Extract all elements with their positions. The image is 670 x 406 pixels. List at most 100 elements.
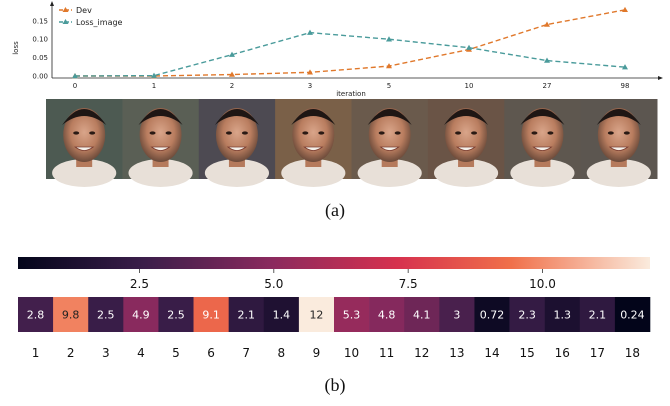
data-point bbox=[386, 36, 392, 42]
data-point bbox=[229, 71, 235, 77]
heatmap-cell-fill bbox=[509, 297, 545, 332]
heatmap-cell-label: 2.1 bbox=[589, 309, 607, 322]
x-axis: 0 1 2 3 5 10 27 98 bbox=[52, 76, 663, 90]
x-axis-label: iteration bbox=[336, 90, 366, 98]
face-image bbox=[275, 99, 352, 187]
data-point bbox=[307, 29, 313, 35]
heatmap-column-label: 6 bbox=[207, 346, 215, 360]
data-point bbox=[229, 51, 235, 57]
heatmap-cell: 2.5 bbox=[158, 297, 194, 332]
heatmap-column-label: 8 bbox=[278, 346, 286, 360]
legend-label: Dev bbox=[76, 6, 92, 15]
heatmap-column-label: 1 bbox=[32, 346, 40, 360]
heatmap-column-label: 4 bbox=[137, 346, 145, 360]
data-point bbox=[307, 69, 313, 75]
x-tick-label: 3 bbox=[308, 82, 312, 90]
heatmap-cell-fill bbox=[369, 297, 405, 332]
face-image bbox=[351, 99, 429, 187]
legend-label: Loss_image bbox=[76, 18, 123, 27]
x-tick-label: 5 bbox=[387, 82, 391, 90]
heatmap-cell-fill bbox=[439, 297, 475, 332]
series-line bbox=[75, 9, 626, 77]
colorbar-tick-label: 5.0 bbox=[264, 277, 283, 291]
x-tick-label: 1 bbox=[152, 82, 156, 90]
heatmap-cell: 4.8 bbox=[369, 297, 405, 332]
heatmap-cell-label: 12 bbox=[309, 309, 323, 322]
heatmap-column-label: 18 bbox=[625, 346, 640, 360]
heatmap-cell-label: 0.72 bbox=[480, 309, 505, 322]
heatmap-cell-fill bbox=[53, 297, 89, 332]
heatmap-cell-label: 4.1 bbox=[413, 309, 431, 322]
heatmap-cell-fill bbox=[123, 297, 159, 332]
data-point bbox=[386, 63, 392, 69]
heatmap-column-label: 10 bbox=[344, 346, 359, 360]
heatmap-cell-label: 1.4 bbox=[273, 309, 291, 322]
heatmap-cell-fill bbox=[544, 297, 581, 332]
heatmap-cell-fill bbox=[404, 297, 440, 332]
heatmap-column-label: 3 bbox=[102, 346, 110, 360]
legend-marker bbox=[62, 7, 69, 12]
heatmap-cell: 2.8 bbox=[18, 297, 54, 332]
face-image bbox=[427, 99, 505, 187]
face-image bbox=[198, 99, 276, 187]
data-point bbox=[151, 72, 157, 78]
heatmap-cell-fill bbox=[18, 297, 54, 332]
data-point bbox=[544, 57, 550, 63]
heatmap-cell-fill bbox=[298, 297, 335, 332]
caption-b: (b) bbox=[325, 375, 346, 396]
y-axis: 0.00 0.05 0.10 0.15 bbox=[32, 1, 54, 81]
legend: Dev Loss_image bbox=[59, 6, 123, 27]
y-tick-label: 0.05 bbox=[32, 54, 48, 62]
heatmap-cell-label: 9.1 bbox=[202, 309, 220, 322]
y-tick-label: 0.10 bbox=[32, 36, 48, 44]
series-dev bbox=[72, 6, 628, 79]
heatmap-cell-fill bbox=[263, 297, 300, 332]
colorbar-gradient bbox=[18, 257, 650, 269]
x-tick-label: 2 bbox=[230, 82, 234, 90]
face-image bbox=[46, 99, 123, 187]
heatmap-column-label: 11 bbox=[379, 346, 394, 360]
heatmap-column-label: 17 bbox=[590, 346, 605, 360]
legend-marker bbox=[62, 19, 69, 24]
heatmap-cell-label: 2.5 bbox=[97, 309, 115, 322]
heatmap-column-label: 16 bbox=[555, 346, 570, 360]
heatmap-cell: 0.72 bbox=[474, 297, 510, 332]
heatmap-cell-fill bbox=[334, 297, 370, 332]
face-image bbox=[504, 99, 582, 187]
heatmap-cell-label: 2.8 bbox=[27, 309, 45, 322]
heatmap-column-labels: 1 2 3 4 5 6 7 8 9 10 11 12 13 14 15 16 17 18 bbox=[32, 346, 640, 360]
heatmap-column-label: 7 bbox=[242, 346, 250, 360]
data-point bbox=[466, 44, 472, 50]
data-point bbox=[544, 21, 550, 27]
heatmap-cell: 4.9 bbox=[123, 297, 159, 332]
colorbar-ticks: 2.5 5.0 7.5 10.0 bbox=[130, 269, 556, 291]
heatmap-cell-label: 5.3 bbox=[343, 309, 361, 322]
heatmap-cell: 0.24 bbox=[614, 297, 651, 332]
heatmap-cell-fill bbox=[228, 297, 265, 332]
legend-item: Dev bbox=[59, 6, 92, 15]
data-point bbox=[72, 73, 78, 79]
heatmap-cell-fill bbox=[193, 297, 229, 332]
heatmap-cell-label: 4.9 bbox=[132, 309, 150, 322]
face-image-strip bbox=[46, 99, 658, 187]
heatmap-column-label: 13 bbox=[449, 346, 464, 360]
colorbar-tick-label: 2.5 bbox=[130, 277, 149, 291]
x-tick-label: 10 bbox=[465, 82, 474, 90]
heatmap-column-label: 5 bbox=[172, 346, 180, 360]
heatmap-cell: 9.1 bbox=[193, 297, 229, 332]
heatmap-column-label: 2 bbox=[67, 346, 75, 360]
data-point bbox=[622, 6, 628, 13]
heatmap-column-label: 9 bbox=[313, 346, 321, 360]
heatmap-cell-label: 1.3 bbox=[553, 309, 571, 322]
heatmap-cell-label: 4.8 bbox=[378, 309, 396, 322]
face-image bbox=[122, 99, 200, 187]
data-point bbox=[622, 64, 628, 70]
heatmap-column-label: 12 bbox=[414, 346, 429, 360]
y-axis-arrow bbox=[50, 1, 54, 6]
heatmap-cell-label: 2.5 bbox=[167, 309, 185, 322]
heatmap-cell: 1.4 bbox=[263, 297, 300, 332]
x-axis-arrow bbox=[658, 76, 663, 80]
heatmap-cell: 5.3 bbox=[334, 297, 370, 332]
x-tick-label: 27 bbox=[543, 82, 552, 90]
